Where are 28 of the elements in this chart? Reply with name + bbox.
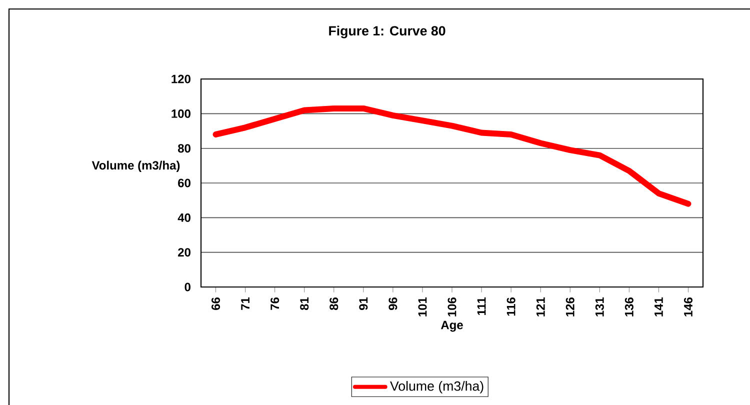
y-tick-label: 20 bbox=[178, 248, 190, 257]
x-tick-label: 111 bbox=[477, 297, 486, 315]
x-tick-label: 86 bbox=[330, 297, 338, 310]
x-tick-label: 81 bbox=[300, 297, 309, 310]
x-tick-label: 131 bbox=[595, 297, 604, 316]
x-tick-label: 136 bbox=[624, 297, 634, 316]
y-tick-label: 40 bbox=[178, 213, 190, 222]
x-axis-title: Age bbox=[440, 320, 463, 332]
x-tick-label: 126 bbox=[566, 297, 574, 316]
y-tick-label: 0 bbox=[184, 282, 190, 292]
legend-label: Volume (m3/ha) bbox=[390, 381, 484, 394]
x-tick-label: 141 bbox=[654, 297, 663, 316]
y-tick-label: 120 bbox=[172, 74, 190, 84]
x-tick-label: 106 bbox=[448, 297, 456, 316]
x-tick-label: 101 bbox=[418, 297, 427, 316]
y-tick-label: 60 bbox=[178, 178, 190, 188]
chart-title: Figure 1: Curve 80 bbox=[329, 26, 446, 38]
x-tick-label: 66 bbox=[212, 297, 220, 310]
x-tick-label: 96 bbox=[388, 297, 398, 310]
y-tick-label: 100 bbox=[172, 109, 190, 118]
y-axis-title: Volume (m3/ha) bbox=[92, 160, 180, 172]
x-tick-label: 76 bbox=[270, 297, 280, 310]
x-tick-label: 116 bbox=[506, 297, 516, 316]
x-tick-label: 146 bbox=[684, 297, 692, 316]
x-tick-label: 121 bbox=[536, 297, 545, 316]
y-tick-label: 80 bbox=[178, 144, 190, 153]
x-tick-label: 71 bbox=[241, 297, 250, 310]
x-tick-label: 91 bbox=[359, 297, 368, 310]
